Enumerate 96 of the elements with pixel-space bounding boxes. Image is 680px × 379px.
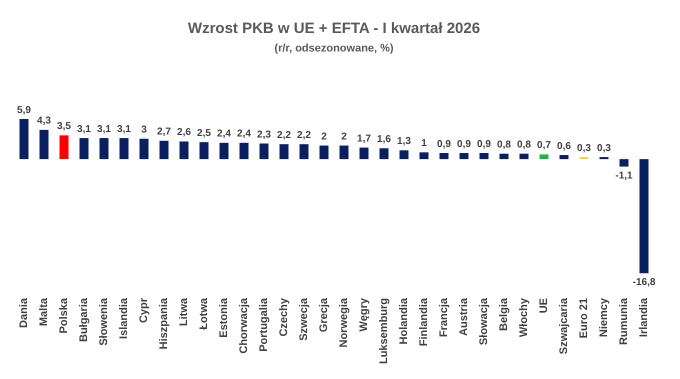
x-tick-label: UE [538,298,550,314]
bar [260,144,268,160]
x-tick-label: Łotwa [198,297,210,330]
data-label: 0,6 [557,140,572,152]
x-tick-label: Dania [18,297,30,328]
data-label: 5,9 [17,104,32,116]
data-label: 0,3 [577,142,592,154]
data-label: 1,6 [377,134,392,146]
data-label: 0,9 [477,138,492,150]
data-label: 1 [421,138,428,150]
x-tick-label: Austria [458,297,470,336]
x-tick-label: Islandia [118,297,130,339]
data-label: 2,5 [197,128,212,139]
data-label: 3,1 [97,124,112,135]
bar [620,159,628,167]
data-label: -16,8 [632,277,656,288]
x-tick-label: Grecja [318,297,330,332]
bar [560,155,568,160]
data-label: 2 [341,131,348,142]
x-tick-label: Malta [38,297,50,326]
x-tick-label: Cypr [138,297,150,324]
data-label: 2,4 [217,128,232,140]
bar [100,138,108,160]
chart-subtitle: (r/r, odsezonowane, %) [274,42,394,55]
bar [20,119,28,160]
x-tick-label: Włochy [518,297,530,338]
data-label: 2 [321,131,328,142]
x-tick-label: Estonia [218,297,230,338]
data-label: 3,5 [57,121,72,132]
bar [500,154,508,160]
data-label: 4,3 [37,116,52,127]
x-tick-label: Euro 21 [578,298,590,338]
bar [280,144,288,160]
data-label: 2,7 [157,126,172,138]
x-tick-label: Słowacja [478,297,490,346]
x-tick-label: Czechy [278,297,290,337]
bar [360,148,368,160]
bar [220,142,228,160]
bar [400,150,408,160]
x-tick-label: Węgry [358,297,370,332]
bar [460,153,468,160]
bar [60,135,68,160]
data-label: 0,8 [517,139,532,150]
bar [140,138,148,160]
bar [300,144,308,160]
bar [380,148,388,160]
x-tick-label: Chorwacja [238,297,250,354]
bar [480,153,488,160]
x-tick-label: Słowenia [98,297,110,346]
x-tick-label: Litwa [178,297,190,326]
data-label: 0,9 [457,138,472,150]
x-tick-label: Luksemburg [378,298,390,364]
x-tick-label: Szwajcaria [558,297,570,354]
chart-title: Wzrost PKB w UE + EFTA - I kwartał 2026 [188,20,480,38]
bar [440,153,448,160]
data-label: 3,1 [77,124,92,135]
x-tick-label: Francja [438,297,450,338]
bar [420,152,428,160]
data-label: 0,9 [437,138,452,150]
x-tick-label: Holandia [398,297,410,344]
data-label: -1,1 [615,170,634,182]
data-label: 2,6 [177,127,192,138]
data-label: 0,7 [537,140,552,152]
x-tick-label: Szwecja [298,297,310,341]
x-tick-label: Belgia [498,297,510,332]
data-label: 3 [141,124,148,136]
bar [340,146,348,160]
x-tick-label: Finlandia [418,297,430,346]
x-tick-label: Hiszpania [158,297,170,350]
data-label: 1,7 [357,133,372,144]
bar [120,138,128,160]
data-label: 1,3 [397,136,412,148]
bar [40,130,48,160]
x-tick-label: Norwegia [338,297,350,348]
bar [80,138,88,160]
x-tick-label: Bułgaria [78,297,90,342]
bar [520,154,528,160]
x-tick-label: Rumunia [618,297,630,346]
data-label: 2,2 [277,130,292,141]
bar [200,142,208,160]
x-tick-label: Irlandia [638,297,650,338]
x-tick-label: Niemcy [598,297,610,338]
bar [160,140,168,160]
x-tick-label: Polska [58,297,70,334]
bar [180,141,188,160]
data-label: 2,4 [237,128,252,140]
bar [320,146,328,160]
data-label: 2,3 [257,129,272,140]
data-label: 3,1 [117,124,132,135]
bar [240,142,248,160]
bar [540,154,548,160]
x-tick-label: Portugalia [258,297,270,352]
data-label: 0,3 [597,142,612,154]
data-label: 2,2 [297,130,312,141]
data-label: 0,8 [497,139,512,150]
bar [640,159,648,274]
